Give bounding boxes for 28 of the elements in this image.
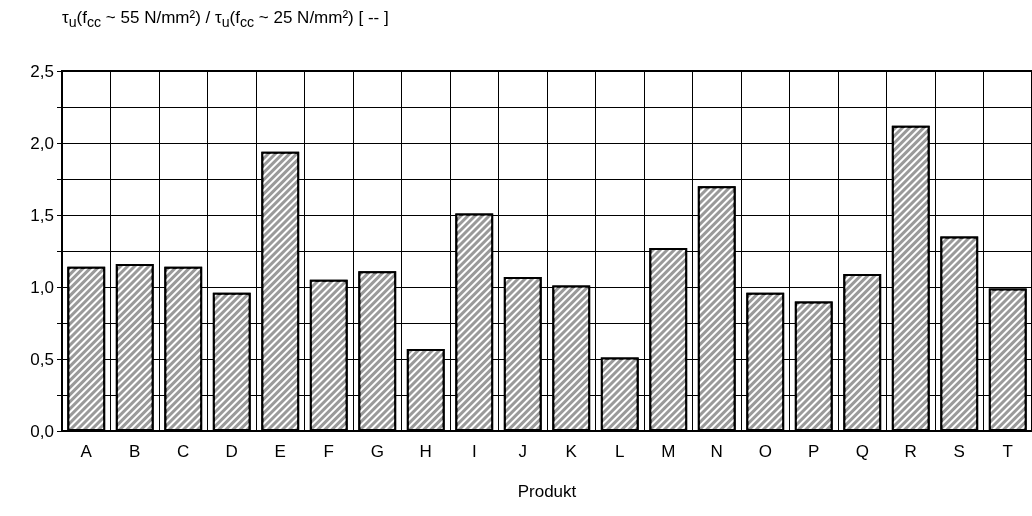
x-tick-label: T [1002,442,1013,461]
x-tick-label: N [710,442,723,461]
y-tick-label: 1,0 [30,277,54,297]
x-tick-label: P [808,442,820,461]
y-tick-label: 1,5 [30,205,54,225]
y-tick-label: 2,0 [30,133,54,153]
y-tick-label: 0,0 [30,421,54,441]
x-tick-label: O [758,442,772,461]
x-tick-label: J [518,442,527,461]
x-tick-label: D [225,442,238,461]
x-tick-label: S [953,442,965,461]
x-tick-label: H [419,442,432,461]
x-tick-label: F [323,442,334,461]
x-tick-label: M [661,442,676,461]
x-tick-label: G [370,442,384,461]
x-axis-title: Produkt [517,482,577,501]
text: τ$_{u}$(f$_{cc}$ ~ 55 N/mm²) / τ$_{u}$(f$_{cc}$ ~ 25 N/mm²) [ -- ] [62,8,389,31]
x-tick-label: R [904,442,917,461]
x-tick-label: B [129,442,141,461]
x-tick-label: K [565,442,578,461]
x-tick-label: E [274,442,286,461]
x-tick-label: C [177,442,190,461]
y-tick-label: 0,5 [30,349,54,369]
x-tick-label: I [471,442,477,461]
y-tick-label: 2,5 [30,61,54,81]
x-tick-label: Q [855,442,869,461]
x-tick-label: A [80,442,93,461]
x-tick-label: L [615,442,625,461]
